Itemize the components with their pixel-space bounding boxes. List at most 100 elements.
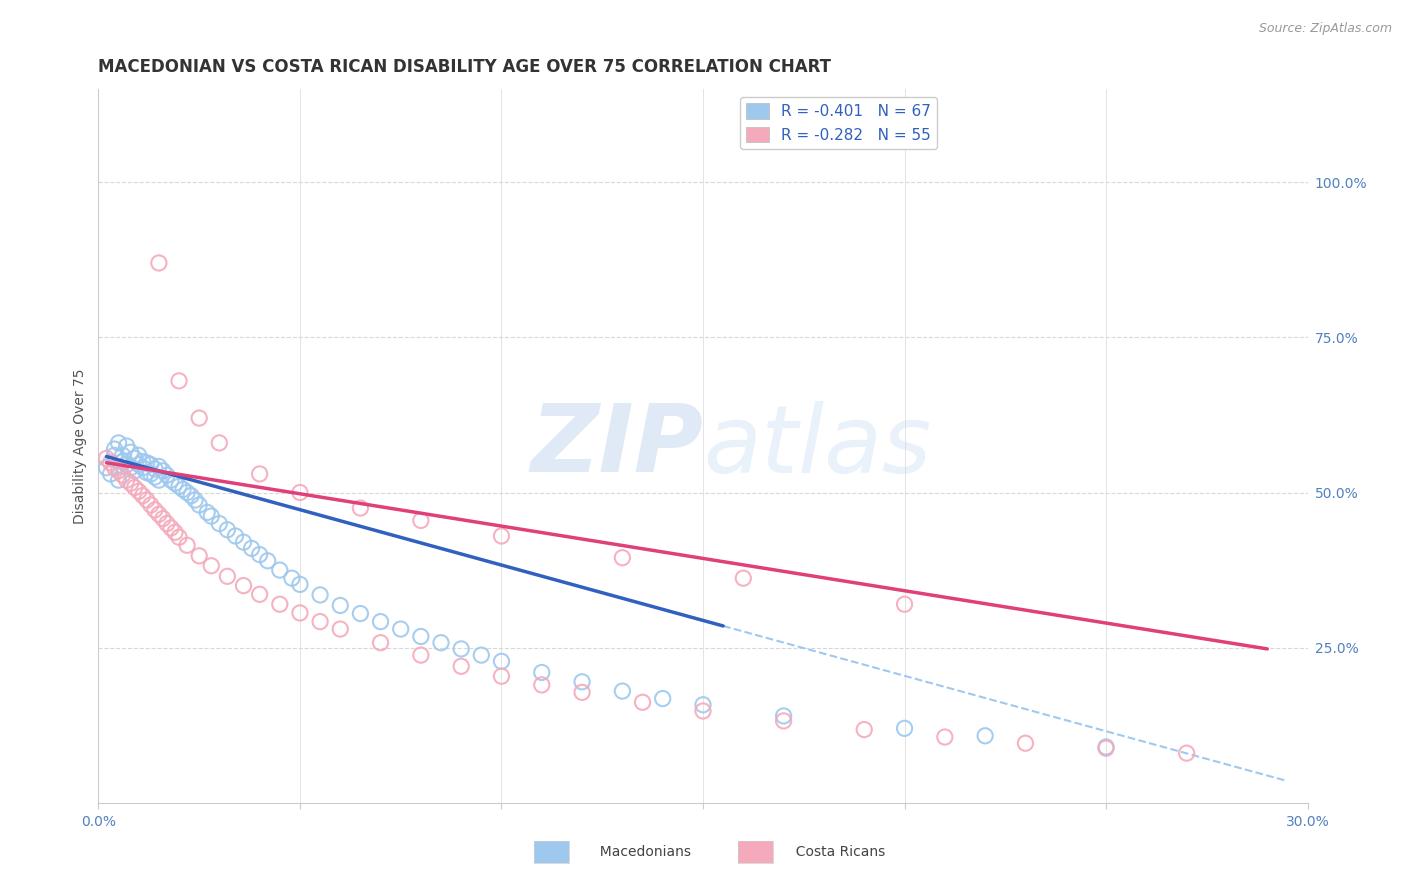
Text: MACEDONIAN VS COSTA RICAN DISABILITY AGE OVER 75 CORRELATION CHART: MACEDONIAN VS COSTA RICAN DISABILITY AGE… xyxy=(98,58,831,76)
Point xyxy=(156,516,179,531)
Point xyxy=(269,597,291,611)
Point xyxy=(124,451,146,466)
Point xyxy=(103,448,125,462)
Point xyxy=(309,615,332,629)
Point xyxy=(491,654,513,668)
Point xyxy=(249,587,271,601)
Point xyxy=(309,588,332,602)
Point xyxy=(631,695,654,709)
Point xyxy=(288,577,311,591)
Y-axis label: Disability Age Over 75: Disability Age Over 75 xyxy=(73,368,87,524)
Point xyxy=(370,636,392,650)
Point xyxy=(208,436,231,450)
Point xyxy=(128,484,150,499)
Point xyxy=(612,550,634,565)
Point xyxy=(208,516,231,531)
Point xyxy=(148,256,170,270)
Point xyxy=(139,467,162,481)
Point xyxy=(256,554,278,568)
Point xyxy=(111,468,134,483)
Point xyxy=(1175,746,1198,760)
Text: Macedonians: Macedonians xyxy=(591,845,690,859)
Point xyxy=(692,704,714,718)
Point xyxy=(692,698,714,712)
Point xyxy=(733,571,755,585)
Point xyxy=(160,473,183,487)
Point xyxy=(156,468,179,483)
Point xyxy=(217,523,239,537)
Point xyxy=(200,558,222,573)
Point xyxy=(152,511,174,525)
Point xyxy=(217,569,239,583)
Point xyxy=(288,485,311,500)
Point xyxy=(893,597,915,611)
Point xyxy=(148,473,170,487)
Point xyxy=(530,678,553,692)
Point xyxy=(135,466,157,480)
Point xyxy=(167,530,190,544)
Point xyxy=(107,464,129,478)
Point xyxy=(100,456,122,470)
Point xyxy=(409,648,432,662)
Point xyxy=(176,485,198,500)
Point xyxy=(269,563,291,577)
Point xyxy=(132,460,155,475)
Point xyxy=(115,458,138,472)
Point xyxy=(188,411,211,425)
Point xyxy=(103,460,125,475)
Point xyxy=(409,630,432,644)
Point xyxy=(195,505,218,519)
Point xyxy=(612,684,634,698)
Point xyxy=(143,462,166,476)
Point xyxy=(132,454,155,468)
Point xyxy=(470,648,492,662)
Legend: R = -0.401   N = 67, R = -0.282   N = 55: R = -0.401 N = 67, R = -0.282 N = 55 xyxy=(740,97,938,149)
Point xyxy=(143,470,166,484)
Point xyxy=(180,489,202,503)
Point xyxy=(163,525,186,540)
Point xyxy=(249,467,271,481)
Point xyxy=(139,498,162,512)
Point xyxy=(188,498,211,512)
Point xyxy=(224,529,246,543)
Point xyxy=(96,451,118,466)
Point xyxy=(120,445,142,459)
Point xyxy=(120,460,142,475)
Point xyxy=(135,493,157,508)
Point xyxy=(96,460,118,475)
Point xyxy=(188,549,211,563)
Point xyxy=(1095,741,1118,756)
Point xyxy=(111,448,134,462)
Point xyxy=(370,615,392,629)
Point xyxy=(853,723,876,737)
Point xyxy=(571,685,593,699)
Point xyxy=(124,464,146,478)
Point xyxy=(184,493,207,508)
Point xyxy=(128,458,150,472)
Point xyxy=(100,467,122,481)
Point xyxy=(107,436,129,450)
Point xyxy=(148,508,170,522)
Point xyxy=(167,479,190,493)
Point xyxy=(651,691,673,706)
Point xyxy=(232,579,254,593)
Point xyxy=(232,535,254,549)
Point xyxy=(409,513,432,527)
Point xyxy=(288,606,311,620)
Text: Costa Ricans: Costa Ricans xyxy=(787,845,886,859)
Point xyxy=(135,456,157,470)
Text: Source: ZipAtlas.com: Source: ZipAtlas.com xyxy=(1258,22,1392,36)
Point xyxy=(103,442,125,456)
Point xyxy=(349,607,371,621)
Point xyxy=(148,459,170,474)
Point xyxy=(772,714,794,728)
Point xyxy=(163,476,186,491)
Point xyxy=(349,501,371,516)
Point xyxy=(491,529,513,543)
Point xyxy=(934,730,956,744)
Point xyxy=(1095,739,1118,754)
Point xyxy=(115,473,138,487)
Point xyxy=(1014,736,1036,750)
Point xyxy=(139,458,162,472)
Point xyxy=(430,636,453,650)
